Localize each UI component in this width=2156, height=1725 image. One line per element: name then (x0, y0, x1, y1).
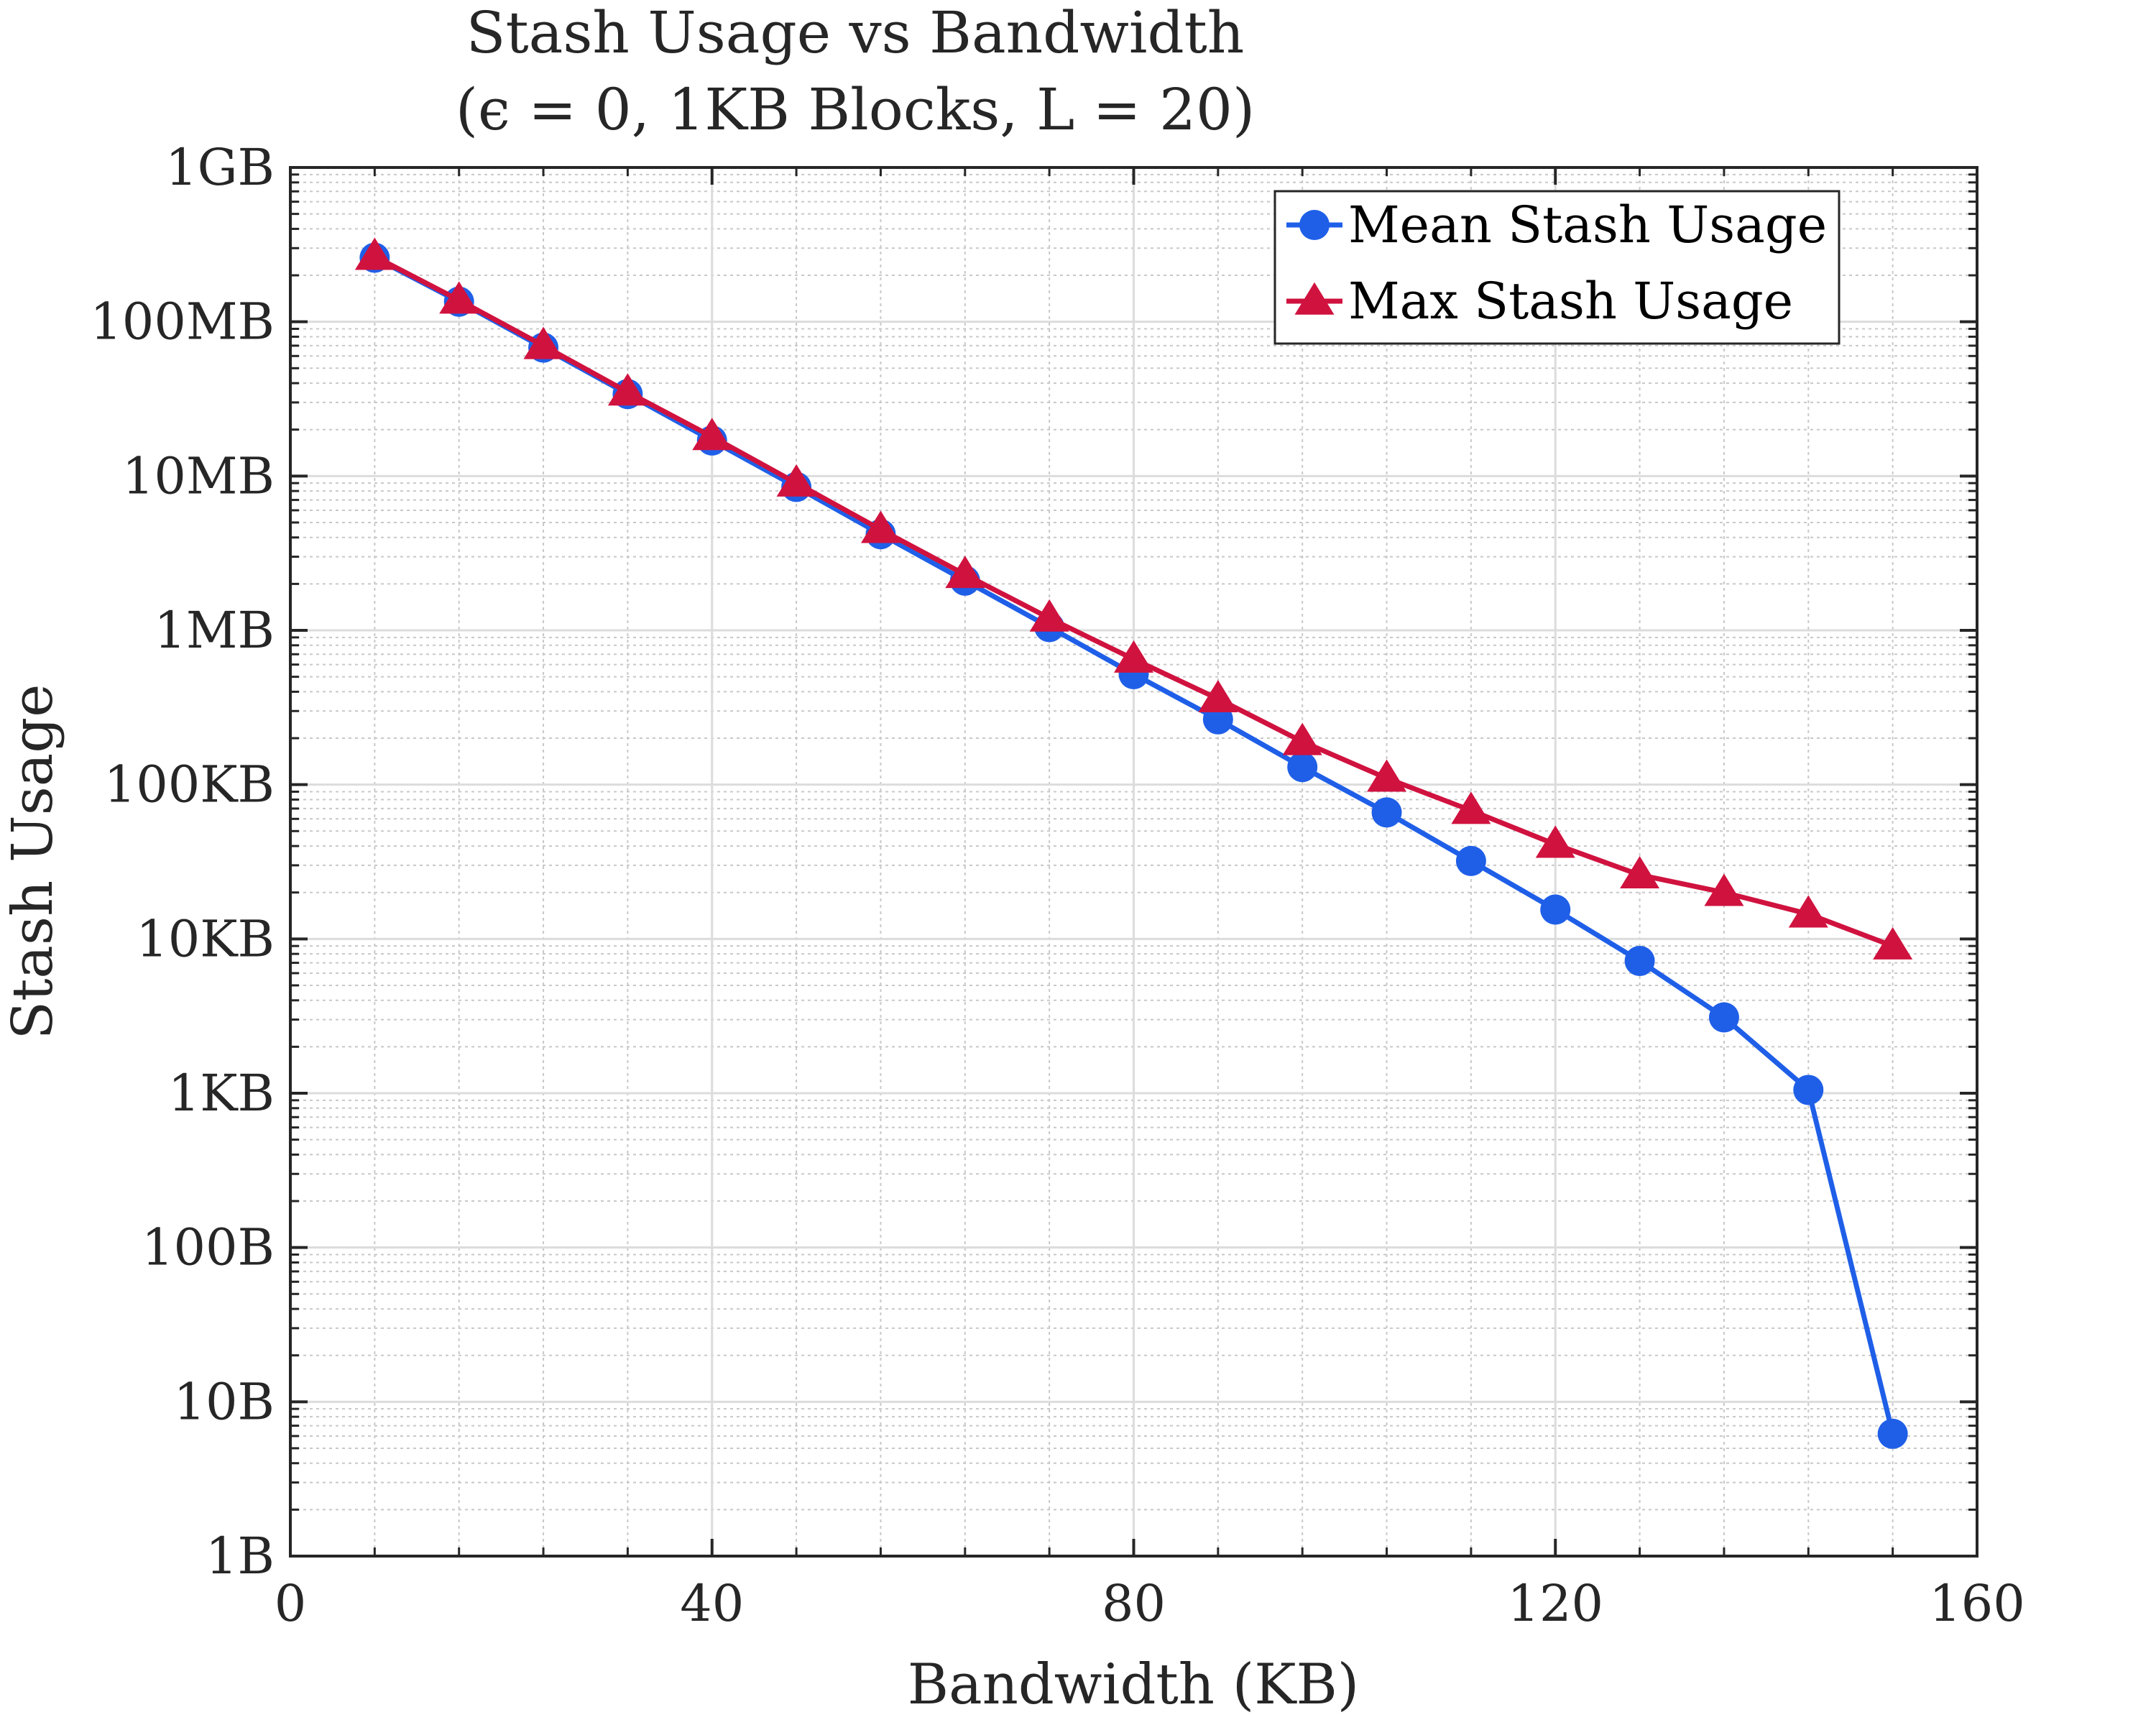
legend-label: Max Stash Usage (1348, 272, 1793, 331)
chart-subtitle: (ϵ = 0, 1KB Blocks, L = 20) (456, 76, 1255, 143)
data-point-series-2 (1704, 873, 1744, 906)
chart-title: Stash Usage vs Bandwidth (466, 0, 1245, 66)
data-point-series-1 (1624, 945, 1655, 976)
data-point-series-2 (1029, 599, 1069, 632)
data-point-series-2 (1198, 679, 1238, 712)
x-tick-label: 40 (680, 1574, 744, 1633)
data-point-series-2 (1535, 825, 1575, 858)
data-point-series-2 (1451, 791, 1491, 824)
data-point-series-2 (1282, 722, 1322, 755)
legend-marker (1294, 282, 1335, 315)
data-point-series-2 (354, 237, 395, 270)
data-point-series-1 (1371, 797, 1402, 828)
x-tick-label: 0 (275, 1574, 307, 1633)
legend: Mean Stash Usage Max Stash Usage (1273, 190, 1841, 345)
x-tick-label: 80 (1102, 1574, 1166, 1633)
legend-label: Mean Stash Usage (1348, 196, 1827, 254)
y-tick-label: 100B (142, 1218, 275, 1277)
y-tick-label: 10B (173, 1372, 275, 1431)
data-point-series-1 (1793, 1075, 1824, 1105)
y-tick-label: 1KB (168, 1064, 275, 1123)
y-tick-label: 10KB (136, 909, 275, 968)
series-2 (354, 237, 1913, 960)
data-point-series-1 (1287, 752, 1318, 783)
data-point-series-2 (523, 326, 563, 359)
legend-items: Mean Stash Usage Max Stash Usage (1286, 196, 1827, 331)
data-point-series-2 (1873, 926, 1913, 960)
data-point-series-2 (1788, 895, 1828, 928)
x-tick-label: 160 (1929, 1574, 2025, 1633)
data-point-series-1 (1540, 894, 1571, 925)
data-point-series-2 (1367, 759, 1407, 792)
data-point-series-2 (1620, 856, 1660, 889)
y-tick-label: 10MB (122, 446, 275, 505)
data-point-series-2 (692, 418, 732, 451)
y-tick-label: 1GB (165, 138, 275, 197)
data-point-series-1 (1455, 845, 1486, 876)
x-tick-label: 120 (1507, 1574, 1603, 1633)
series-layer (354, 237, 1913, 1449)
data-point-series-2 (439, 281, 479, 314)
data-point-series-2 (1114, 640, 1153, 673)
data-point-series-2 (860, 510, 900, 543)
x-axis-label: Bandwidth (KB) (908, 1652, 1359, 1717)
plot-frame (289, 166, 1978, 1558)
data-point-series-2 (776, 464, 816, 497)
y-tick-label: 1MB (154, 601, 275, 660)
data-point-series-1 (1708, 1002, 1739, 1033)
y-tick-label: 100KB (104, 755, 275, 814)
y-tick-label: 1B (206, 1527, 275, 1586)
legend-item-1: Mean Stash Usage (1286, 196, 1827, 254)
y-tick-label: 100MB (90, 293, 275, 351)
tick-labels: 0 40 80 120 160 1B 10B 100B 1KB 10KB 100KB 1MB 10MB 1… (90, 138, 2025, 1633)
legend-item-2: Max Stash Usage (1286, 272, 1793, 331)
y-axis-label: Stash Usage (1, 684, 65, 1040)
legend-marker (1299, 210, 1330, 240)
data-point-series-1 (1877, 1418, 1908, 1449)
legend-box (1273, 190, 1841, 345)
data-point-series-2 (607, 373, 648, 406)
data-point-series-2 (945, 556, 985, 589)
